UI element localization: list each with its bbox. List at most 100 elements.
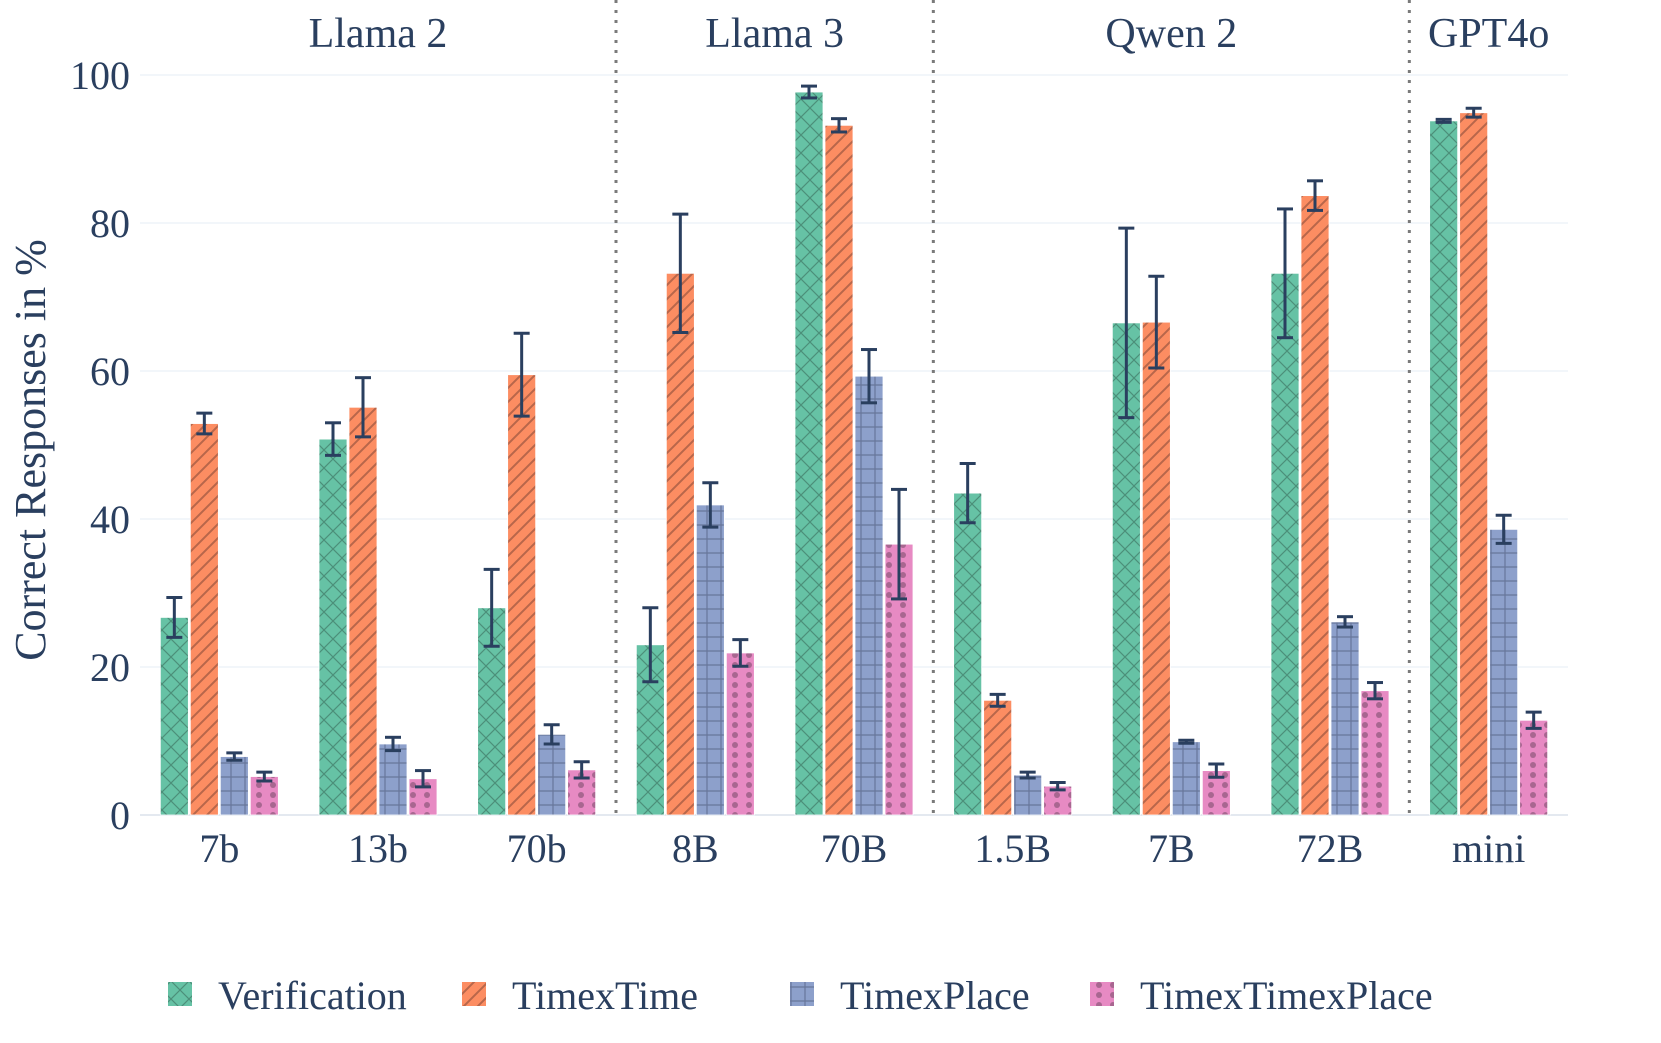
errorbar-timextime-7b [196,411,213,436]
errorbar-timextime-8b [672,212,689,335]
bar-timextime-8b [665,272,695,816]
bar-timextime-13b [348,406,378,816]
legend-label-timextimexplace: TimexTimexPlace [1140,973,1433,1018]
x-tick-label-mini: mini [1452,826,1525,871]
errorbar-timexplace-70b [543,723,560,746]
errorbar-verification-72b [1277,207,1293,340]
x-tick-label-70b: 70B [821,826,888,871]
y-tick-label: 80 [90,201,130,246]
bar-timextime-mini [1459,112,1489,816]
bar-verification-70b [794,91,824,816]
errorbar-verification-7b [166,595,183,639]
x-tick-label-7b: 7b [199,826,239,871]
x-tick-label-13b: 13b [348,826,408,871]
errorbar-timextime-7b [1148,274,1165,370]
errorbar-timextimexplace-8b [732,638,749,668]
chart-labels: 0 20 40 60 80 100 Correct Responses in % 7b 13b 7… [6,11,1549,871]
errorbar-verification-70b [483,567,500,648]
bar-timextimexplace-mini [1519,719,1549,816]
legend-swatch-timextimexplace [1090,982,1114,1006]
bar-timextime-7b [1141,321,1171,816]
bar-timexplace-7b [1171,741,1201,816]
legend-label-timextime: TimexTime [512,973,698,1018]
errorbar-timexplace-70b [861,348,877,405]
group-label-llama-2: Llama 2 [309,11,448,57]
y-tick-label: 40 [90,497,130,542]
legend[interactable]: Verification TimexTime TimexPlace TimexTime… [168,973,1433,1018]
bar-timextimexplace-72b [1360,690,1390,816]
bar-timexplace-7b [219,756,249,816]
bar-timextime-1-5b [983,699,1013,816]
legend-swatch-verification [168,982,192,1006]
y-tick-label: 20 [90,645,130,690]
gridlines [140,74,1568,816]
y-tick-label: 60 [90,349,130,394]
errorbar-timexplace-13b [385,735,401,753]
legend-item-timexplace[interactable]: TimexPlace [790,973,1030,1018]
bar-verification-13b [318,438,348,816]
legend-item-timextimexplace[interactable]: TimexTimexPlace [1090,973,1433,1018]
group-label-llama-3: Llama 3 [705,11,844,57]
bar-timexplace-8b [695,504,725,816]
errorbar-timextimexplace-mini [1525,710,1542,730]
bar-verification-7b [159,617,189,816]
errorbar-timextimexplace-72b [1367,681,1383,701]
group-label-qwen-2: Qwen 2 [1105,11,1237,57]
bar-verification-mini [1429,120,1459,816]
x-tick-label-72b: 72B [1297,826,1364,871]
errorbar-timextimexplace-7b [256,770,273,783]
y-tick-label: 0 [110,793,130,838]
bar-timextime-7b [189,423,219,816]
errorbar-timextime-1-5b [989,692,1006,708]
errorbar-timexplace-7b [1178,738,1195,745]
errorbar-timextime-13b [355,376,371,439]
bar-timextime-70b [824,124,854,816]
bar-timexplace-70b [854,375,884,816]
bar-timexplace-1-5b [1013,774,1043,816]
errorbar-timexplace-mini [1495,513,1512,545]
errorbar-timextimexplace-13b [415,769,431,789]
x-tick-label-1-5b: 1.5B [974,826,1051,871]
x-tick-label-7b: 7B [1148,826,1195,871]
bar-verification-1-5b [953,492,983,816]
bar-timexplace-13b [378,743,408,816]
bar-timexplace-mini [1489,528,1519,816]
x-tick-label-8b: 8B [672,826,719,871]
errorbar-verification-70b [801,84,817,100]
errorbar-timexplace-1-5b [1019,770,1036,780]
bars [159,91,1549,816]
legend-item-timextime[interactable]: TimexTime [462,973,698,1018]
group-label-gpt4o: GPT4o [1428,11,1549,57]
bar-timexplace-70b [537,733,567,816]
bar-timexplace-72b [1330,621,1360,816]
errorbar-timextime-mini [1465,106,1482,119]
bar-verification-72b [1270,272,1300,816]
y-axis-title: Correct Responses in % [6,239,55,661]
errorbar-timextimexplace-1-5b [1049,780,1066,792]
legend-swatch-timextime [462,982,486,1006]
errorbar-verification-1-5b [959,462,976,525]
bar-timextime-70b [507,374,537,816]
errorbar-timexplace-7b [226,751,243,762]
errorbar-timextimexplace-70b [891,487,907,601]
y-tick-label: 100 [70,53,130,98]
legend-label-verification: Verification [218,973,407,1018]
bar-timextime-72b [1300,195,1330,816]
errorbar-verification-mini [1435,117,1452,124]
errorbar-verification-13b [325,421,341,457]
errorbar-timextimexplace-70b [573,760,590,780]
errorbar-timextimexplace-7b [1208,762,1225,779]
legend-item-verification[interactable]: Verification [168,973,407,1018]
errorbar-timextime-72b [1307,179,1323,212]
error-bars [166,84,1542,792]
errorbar-timextime-70b [831,117,847,134]
legend-swatch-timexplace [790,982,814,1006]
errorbar-timextime-70b [513,331,530,418]
legend-label-timexplace: TimexPlace [840,973,1030,1018]
errorbar-timexplace-8b [702,481,719,529]
x-tick-label-70b: 70b [507,826,567,871]
errorbar-timexplace-72b [1337,615,1353,629]
errorbar-verification-7b [1118,226,1135,420]
